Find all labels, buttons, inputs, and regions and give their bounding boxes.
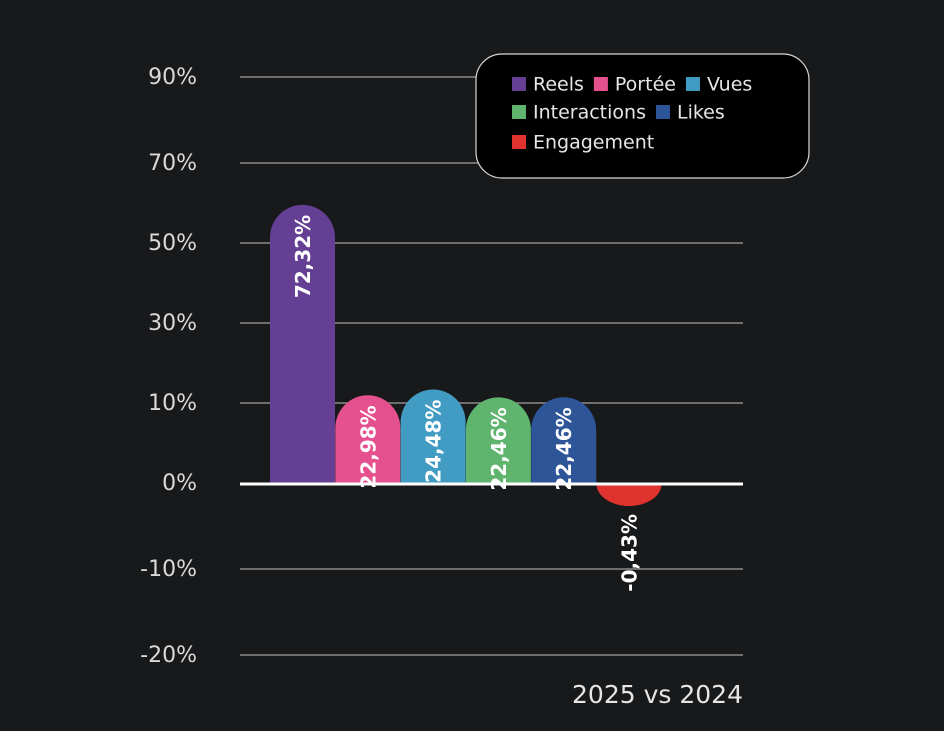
bar-likes bbox=[531, 397, 597, 484]
bar-vues bbox=[400, 389, 466, 484]
legend-label: Portée bbox=[615, 74, 676, 96]
legend-box bbox=[475, 53, 810, 179]
y-tick-label: 70% bbox=[148, 151, 197, 176]
y-tick-label: 10% bbox=[148, 391, 197, 416]
bar-value-label: 24,48% bbox=[422, 400, 446, 483]
y-tick-label: -20% bbox=[140, 643, 197, 668]
legend-label: Likes bbox=[677, 102, 725, 124]
legend-swatch bbox=[593, 77, 608, 91]
bar-value-label: 72,32% bbox=[291, 215, 315, 298]
legend-label: Reels bbox=[533, 74, 584, 96]
y-tick-label: 50% bbox=[148, 231, 197, 256]
legend-swatch bbox=[512, 77, 526, 91]
bar-value-label: 22,98% bbox=[356, 405, 380, 488]
bar-portée bbox=[335, 395, 401, 484]
legend-label: Vues bbox=[707, 74, 752, 96]
legend-swatch bbox=[512, 135, 526, 149]
y-tick-label: 0% bbox=[162, 471, 197, 496]
bar-interactions bbox=[465, 397, 531, 484]
y-tick-label: 90% bbox=[148, 65, 197, 90]
legend-swatch bbox=[685, 77, 700, 91]
bar-value-label: -0,43% bbox=[618, 514, 642, 592]
legend-swatch bbox=[512, 105, 526, 119]
x-axis-label: 2025 vs 2024 bbox=[572, 680, 743, 709]
bar-value-label: 22,46% bbox=[487, 407, 511, 490]
y-axis: 90% 70% 50% 30% 10% 0% -10% -20% bbox=[140, 65, 197, 668]
legend-swatch bbox=[655, 105, 670, 119]
legend: Reels Portée Vues Interactions Likes Engageme… bbox=[475, 53, 810, 179]
y-tick-label: -10% bbox=[140, 557, 197, 582]
legend-label: Interactions bbox=[533, 102, 646, 124]
bar-value-label: 22,46% bbox=[552, 407, 576, 490]
bars: 72,32% 22,98% 24,48% 22,46% 22,46% -0,43% bbox=[270, 204, 662, 592]
y-tick-label: 30% bbox=[148, 311, 197, 336]
legend-label: Engagement bbox=[533, 132, 654, 154]
bar-reels bbox=[270, 204, 335, 485]
bar-engagement bbox=[596, 484, 662, 506]
